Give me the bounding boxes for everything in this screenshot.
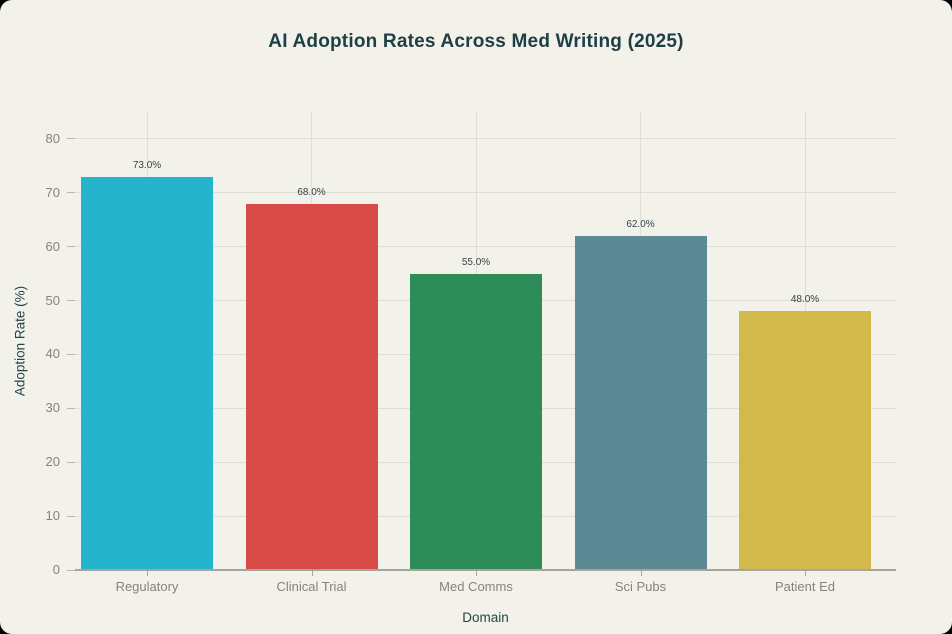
x-tick bbox=[476, 571, 477, 576]
y-tick-label: 40 bbox=[45, 346, 60, 362]
bar-patient-ed[interactable] bbox=[739, 311, 871, 570]
y-tick-label: 60 bbox=[45, 238, 60, 254]
x-tick-label: Clinical Trial bbox=[276, 579, 347, 594]
x-tick bbox=[147, 571, 148, 576]
y-tick bbox=[67, 300, 75, 302]
bar-value-label: 68.0% bbox=[297, 186, 326, 198]
bar-value-label: 62.0% bbox=[626, 218, 655, 230]
x-tick-label: Patient Ed bbox=[775, 579, 835, 594]
y-tick-label: 0 bbox=[52, 562, 60, 577]
y-tick bbox=[67, 461, 75, 463]
y-tick bbox=[67, 515, 75, 517]
y-tick-label: 30 bbox=[45, 400, 60, 416]
x-tick bbox=[311, 571, 313, 576]
bar-value-label: 55.0% bbox=[461, 256, 491, 268]
x-axis-line bbox=[75, 569, 896, 571]
y-tick bbox=[67, 569, 75, 571]
bar-clinical-trial[interactable] bbox=[245, 203, 378, 570]
y-tick bbox=[67, 192, 75, 194]
y-tick bbox=[67, 246, 75, 248]
x-tick-label: Med Comms bbox=[439, 579, 513, 594]
y-tick-label: 50 bbox=[45, 292, 60, 308]
bar-sci-pubs[interactable] bbox=[574, 235, 707, 570]
y-gridline bbox=[75, 138, 896, 140]
y-tick-label: 80 bbox=[45, 130, 60, 146]
x-axis-title: Domain bbox=[462, 610, 509, 625]
y-tick bbox=[67, 353, 75, 355]
y-tick-label: 70 bbox=[45, 184, 60, 200]
bar-value-label: 48.0% bbox=[790, 294, 820, 306]
y-tick-label: 20 bbox=[45, 454, 60, 470]
y-tick bbox=[67, 138, 75, 140]
bar-value-label: 73.0% bbox=[132, 159, 162, 171]
bar-med-comms[interactable] bbox=[410, 273, 542, 570]
chart-title: AI Adoption Rates Across Med Writing (20… bbox=[268, 31, 684, 52]
y-tick-label: 10 bbox=[45, 508, 60, 524]
x-tick bbox=[805, 571, 806, 576]
y-gridline bbox=[75, 192, 896, 194]
y-gridline bbox=[75, 246, 896, 248]
x-tick-label: Sci Pubs bbox=[614, 579, 667, 594]
x-tick bbox=[640, 571, 642, 576]
x-tick-label: Regulatory bbox=[115, 579, 179, 594]
y-tick bbox=[67, 407, 75, 409]
bar-regulatory[interactable] bbox=[81, 176, 213, 570]
